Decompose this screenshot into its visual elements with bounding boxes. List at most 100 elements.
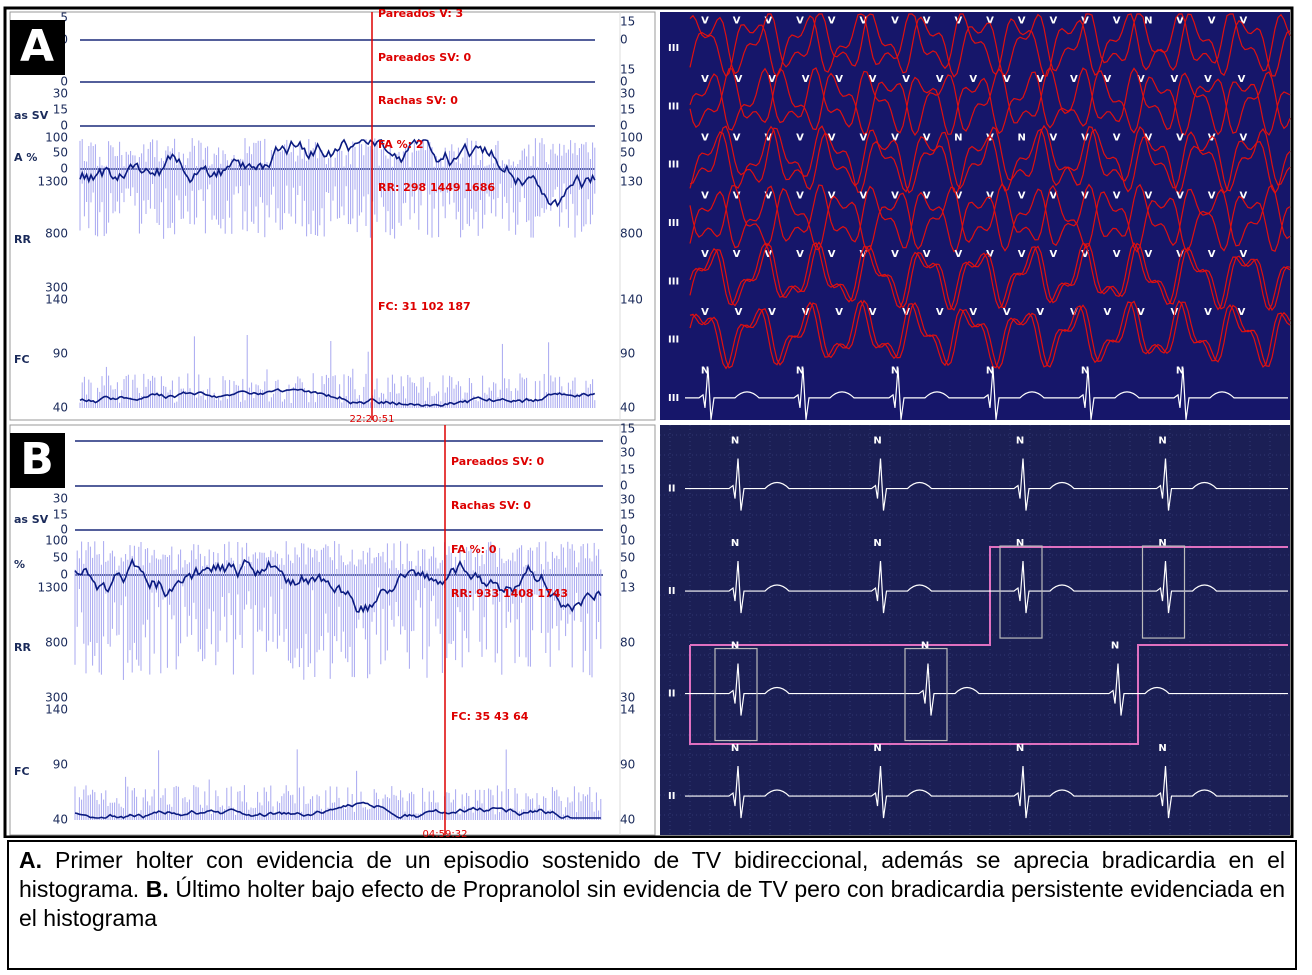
frame xyxy=(3,6,1294,838)
ecg-vt-trace xyxy=(689,299,1291,370)
beat-box xyxy=(999,545,1043,639)
left-tick: 0 xyxy=(60,162,68,176)
beat-label: V xyxy=(802,74,810,85)
ecg-trace xyxy=(685,561,1288,614)
beat-label: V xyxy=(986,249,994,260)
panel-label-box xyxy=(10,20,65,75)
beat-label: V xyxy=(735,74,743,85)
fc-trace xyxy=(74,801,601,819)
time-label: 04:59:32 xyxy=(423,829,468,838)
ecg-vt-trace xyxy=(689,183,1291,253)
ecg-lead: III xyxy=(668,43,679,54)
beat-label: V xyxy=(1239,132,1247,143)
row-label: % xyxy=(14,558,25,571)
right-tick: 15 xyxy=(620,422,635,436)
beat-label: V xyxy=(1049,191,1057,202)
right-tick: 800 xyxy=(620,227,643,241)
beat-label: V xyxy=(764,191,772,202)
beat-label: N xyxy=(873,435,881,446)
beat-label: V xyxy=(796,249,804,260)
beat-label: V xyxy=(902,74,910,85)
beat-label: V xyxy=(1036,74,1044,85)
beat-label: N xyxy=(1158,743,1166,754)
annotation: Pareados SV: 0 xyxy=(451,455,544,468)
beat-label: V xyxy=(796,132,804,143)
row-label: A % xyxy=(14,151,37,164)
left-tick: 50 xyxy=(53,551,68,565)
beat-label: N xyxy=(921,640,929,651)
beat-label: V xyxy=(891,132,899,143)
beat-label: N xyxy=(1111,640,1119,651)
segment-outline xyxy=(689,546,1288,745)
beat-label: V xyxy=(701,74,709,85)
beat-label: V xyxy=(1176,132,1184,143)
right-tick: 90 xyxy=(620,758,635,772)
beat-label: V xyxy=(1113,191,1121,202)
annotation: Rachas SV: 0 xyxy=(378,94,458,107)
beat-label: V xyxy=(764,249,772,260)
beat-label: V xyxy=(923,132,931,143)
beat-label: V xyxy=(733,132,741,143)
left-tick: 40 xyxy=(53,813,68,827)
figure-panels: 5003015010050013008003001409040150150301… xyxy=(3,6,1294,838)
beat-label: V xyxy=(1081,249,1089,260)
beat-label: V xyxy=(701,132,709,143)
beat-label: V xyxy=(835,74,843,85)
right-tick: 13 xyxy=(620,581,635,595)
left-tick: 800 xyxy=(45,227,68,241)
left-tick: 1300 xyxy=(37,581,68,595)
annotation: Rachas SV: 0 xyxy=(451,499,531,512)
beat-label: V xyxy=(1018,249,1026,260)
beat-label: N xyxy=(1176,365,1184,376)
beat-label: V xyxy=(986,132,994,143)
ecg-lead: II xyxy=(668,689,675,700)
right-tick: 130 xyxy=(620,175,643,189)
beat-label: V xyxy=(733,16,741,27)
ecg-panel xyxy=(660,12,1290,420)
ecg-lead: II xyxy=(668,791,675,802)
left-tick: 90 xyxy=(53,347,68,361)
beat-label: V xyxy=(1049,16,1057,27)
row-label: FC xyxy=(14,765,30,778)
beat-box xyxy=(904,647,948,742)
beat-label: V xyxy=(859,249,867,260)
right-tick: 40 xyxy=(620,401,635,415)
beat-label: V xyxy=(923,191,931,202)
beat-label: V xyxy=(1113,249,1121,260)
beat-label: V xyxy=(1018,16,1026,27)
ecg-lead: III xyxy=(668,160,679,171)
beat-label: V xyxy=(954,191,962,202)
beat-label: N xyxy=(731,743,739,754)
caption: A. Primer holter con evidencia de un epi… xyxy=(7,840,1297,970)
right-tick: 15 xyxy=(620,463,635,477)
beat-label: V xyxy=(891,249,899,260)
right-tick: 10 xyxy=(620,534,635,548)
annotation: FA %: 0 xyxy=(451,543,497,556)
beat-label: V xyxy=(828,132,836,143)
beat-label: V xyxy=(1103,307,1111,318)
left-tick: 300 xyxy=(45,691,68,705)
beat-label: V xyxy=(936,74,944,85)
beat-label: V xyxy=(733,191,741,202)
beat-label: V xyxy=(969,307,977,318)
ecg-trace xyxy=(685,367,1288,420)
beat-label: V xyxy=(869,74,877,85)
beat-label: N xyxy=(701,365,709,376)
panel-label: A xyxy=(20,21,54,72)
beat-label: V xyxy=(1018,191,1026,202)
panel-label: B xyxy=(20,434,54,485)
left-tick: 100 xyxy=(45,534,68,548)
beat-label: V xyxy=(701,249,709,260)
panel-label-box xyxy=(10,433,65,488)
beat-label: V xyxy=(768,74,776,85)
beat-label: V xyxy=(986,191,994,202)
beat-label: V xyxy=(828,191,836,202)
beat-label: V xyxy=(891,16,899,27)
beat-label: V xyxy=(859,132,867,143)
ecg-vt-trace xyxy=(689,13,1291,78)
beat-label: N xyxy=(873,538,881,549)
left-tick: 140 xyxy=(45,293,68,307)
right-tick: 100 xyxy=(620,131,643,145)
time-label: 22:20:51 xyxy=(350,414,395,425)
row-label: RR xyxy=(14,233,31,246)
